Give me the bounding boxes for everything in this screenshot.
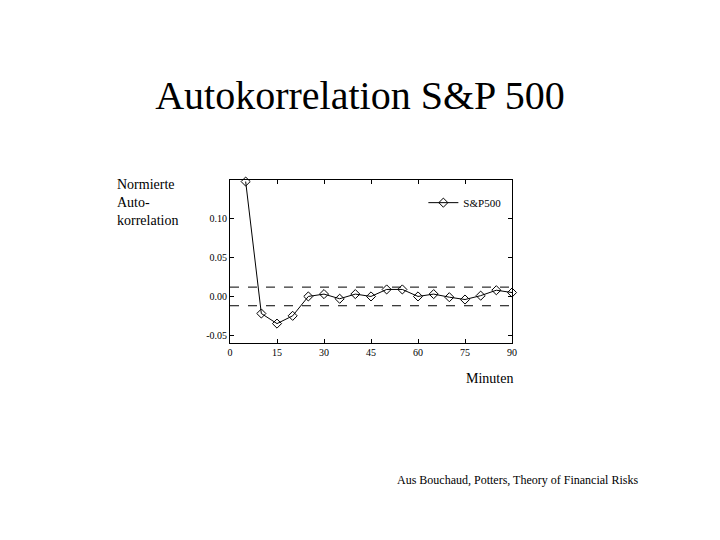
svg-text:60: 60 <box>413 347 423 358</box>
svg-text:45: 45 <box>366 347 376 358</box>
svg-text:-0.05: -0.05 <box>206 330 227 341</box>
svg-text:NormierteAuto-korrelation: NormierteAuto-korrelation <box>117 177 178 228</box>
svg-text:75: 75 <box>460 347 470 358</box>
svg-text:Aus Bouchaud, Potters, Theory: Aus Bouchaud, Potters, Theory of Financi… <box>397 473 638 487</box>
svg-text:Minuten: Minuten <box>466 371 513 386</box>
svg-text:15: 15 <box>272 347 282 358</box>
svg-text:90: 90 <box>507 347 517 358</box>
svg-text:0.05: 0.05 <box>210 252 228 263</box>
svg-text:S&P500: S&P500 <box>463 197 501 209</box>
svg-text:0.00: 0.00 <box>210 291 228 302</box>
svg-text:Autokorrelation S&P 500: Autokorrelation S&P 500 <box>155 73 565 118</box>
svg-text:30: 30 <box>319 347 329 358</box>
svg-text:0.10: 0.10 <box>210 213 228 224</box>
svg-text:0: 0 <box>228 347 233 358</box>
